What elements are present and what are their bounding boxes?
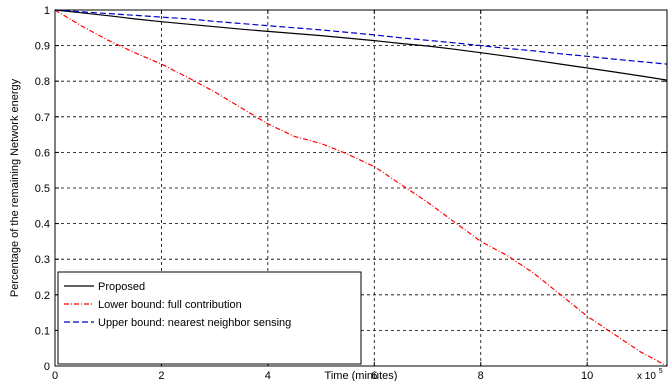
x-axis-multiplier-exponent: 5 <box>659 368 663 375</box>
series-line-0 <box>54 9 668 81</box>
y-tick-label: 0.9 <box>35 41 50 53</box>
series-lines <box>54 9 668 367</box>
x-tick-label: 8 <box>478 370 484 381</box>
y-tick-label: 0.5 <box>35 183 50 195</box>
x-axis-label: Time (minutes) <box>325 370 398 381</box>
y-axis-label: Percentage of the remaining Network ener… <box>9 78 21 297</box>
x-tick-label: 10 <box>581 370 593 381</box>
y-tick-label: 0.4 <box>35 219 50 231</box>
y-tick-label: 0.1 <box>35 325 50 337</box>
x-tick-label: 4 <box>265 370 271 381</box>
legend: Proposed Lower bound: full contribution Up… <box>57 271 362 365</box>
axis-ticks: 0 2 4 6 8 10 0 0.1 0.2 0.3 0.4 0.5 0.6 0.7 0.8 0.9 1 <box>35 5 667 381</box>
legend-label: Lower bound: full contribution <box>98 299 242 311</box>
y-tick-label: 0.8 <box>35 76 50 88</box>
x-axis-multiplier: x 10 5 <box>637 368 663 381</box>
y-tick-label: 0 <box>44 361 50 373</box>
legend-label: Proposed <box>98 281 145 293</box>
y-tick-label: 1 <box>44 5 50 17</box>
y-tick-label: 0.3 <box>35 254 50 266</box>
x-tick-label: 2 <box>158 370 164 381</box>
series-line-1 <box>54 9 668 367</box>
x-axis-multiplier-base: x 10 <box>637 371 656 381</box>
legend-label: Upper bound: nearest neighbor sensing <box>98 317 291 329</box>
series-line-2 <box>54 9 668 65</box>
y-tick-label: 0.2 <box>35 290 50 302</box>
x-tick-label: 0 <box>52 370 58 381</box>
x-tick-label: 6 <box>371 370 377 381</box>
legend-box <box>57 271 362 365</box>
y-tick-label: 0.6 <box>35 147 50 159</box>
y-tick-label: 0.7 <box>35 112 50 124</box>
